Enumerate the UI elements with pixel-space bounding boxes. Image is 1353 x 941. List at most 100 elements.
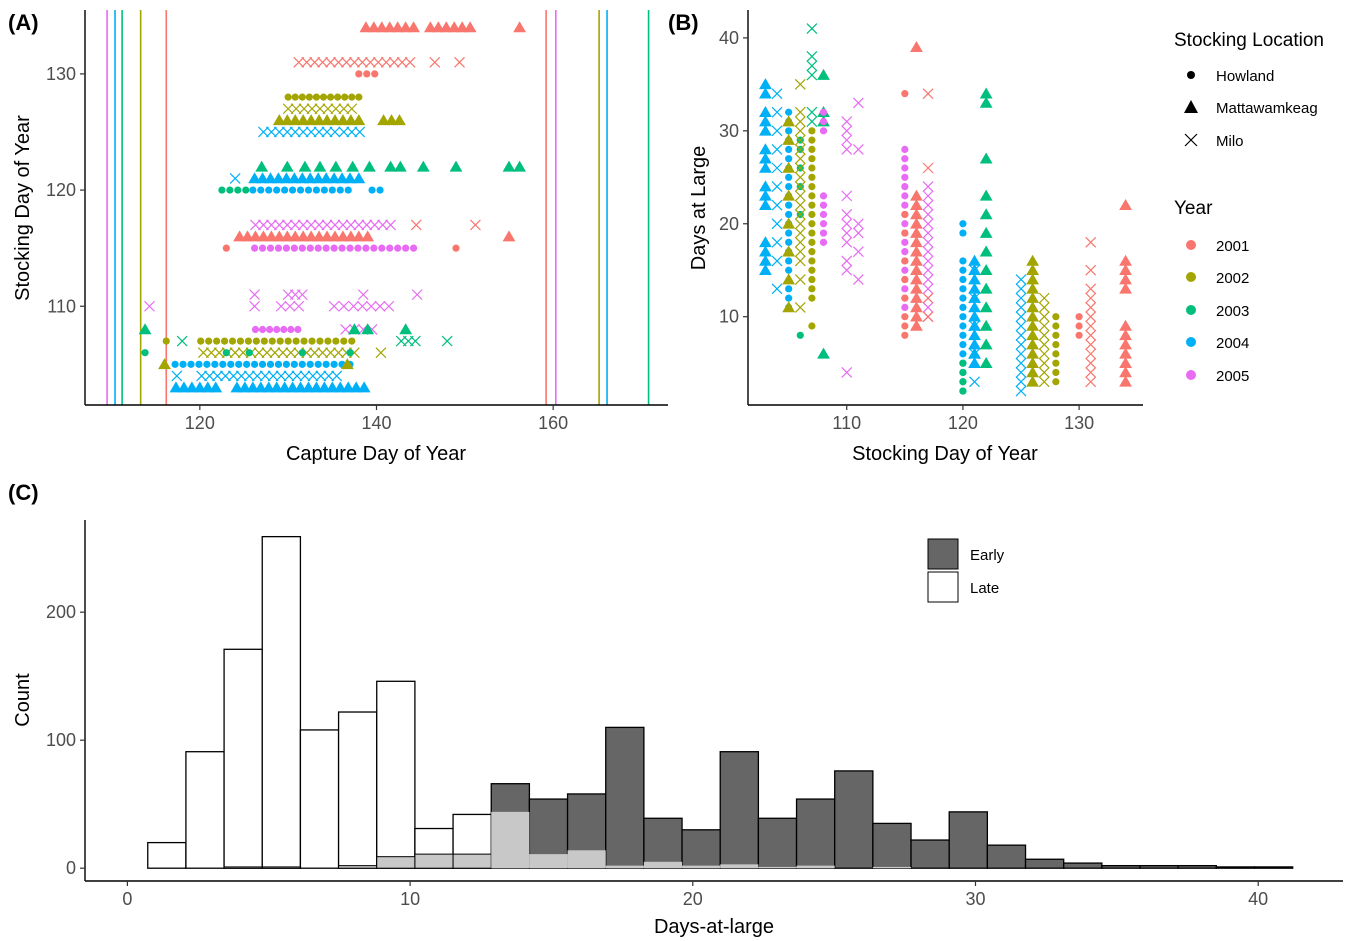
point-2005-howland [280, 325, 288, 334]
point-2004-milo [273, 126, 285, 138]
point-2005-howland [901, 248, 909, 256]
point-2005-howland [901, 266, 909, 274]
point-2002-mattawamkeag [782, 189, 796, 201]
point-2004-milo [771, 125, 783, 137]
point-2005-milo [275, 300, 287, 312]
point-2003-mattawamkeag [384, 160, 398, 172]
point-2005-milo [841, 209, 853, 220]
legend-early-label: Early [970, 547, 1005, 564]
point-2002-milo [794, 171, 806, 183]
point-2005-howland [901, 155, 909, 163]
point-2004-milo [771, 88, 783, 100]
point-2004-howland [959, 303, 967, 312]
point-2005-milo [852, 274, 864, 285]
point-2002-milo [290, 103, 302, 115]
point-2001-howland [901, 331, 909, 339]
point-2001-milo [404, 56, 416, 68]
point-2004-howland [249, 186, 257, 194]
point-2005-milo [293, 300, 305, 312]
point-2005-howland [251, 244, 259, 252]
panel-c-x-tick-label: 20 [683, 889, 703, 909]
panel-c-x-tick-label: 10 [400, 889, 420, 909]
point-2002-howland [808, 220, 816, 228]
point-2001-milo [470, 219, 481, 231]
point-2005-howland [362, 244, 370, 252]
point-2002-howland [213, 337, 221, 345]
panel-b-ylabel: Days at Large [688, 146, 710, 271]
point-2002-milo [794, 125, 806, 137]
point-2002-howland [291, 93, 299, 101]
point-2002-mattawamkeag [782, 273, 796, 285]
legend-early-swatch [927, 538, 959, 570]
point-2002-howland [808, 192, 816, 200]
point-2002-howland [808, 182, 816, 191]
point-2005-milo [841, 218, 853, 230]
point-2001-mattawamkeag [1119, 366, 1132, 378]
point-2004-milo [258, 126, 269, 138]
point-2004-howland [219, 360, 227, 368]
point-2004-milo [281, 126, 293, 138]
point-2002-howland [1052, 322, 1060, 330]
point-2004-howland [785, 257, 793, 265]
point-2005-milo [852, 143, 864, 155]
point-2002-howland [268, 337, 276, 345]
point-2001-milo [922, 311, 934, 323]
point-2003-howland [218, 186, 226, 194]
point-2002-milo [1038, 357, 1050, 369]
point-2002-mattawamkeag [1026, 319, 1040, 331]
point-2005-milo [841, 190, 853, 202]
point-2004-milo [204, 370, 215, 382]
point-2004-milo [299, 370, 311, 382]
point-2003-howland [141, 349, 149, 357]
panel-b-y-tick-label: 20 [719, 214, 739, 234]
point-2005-milo [361, 219, 373, 231]
point-2004-howland [273, 186, 281, 194]
point-2003-milo [806, 60, 818, 72]
panel-b-axes: 110 120 130 10 20 30 40 [719, 10, 1143, 433]
point-2005-howland [901, 145, 909, 154]
panel-a-axes: 120 140 160 110 120 130 [46, 10, 668, 433]
point-2004-howland [785, 127, 793, 135]
point-2002-howland [1052, 378, 1060, 386]
point-2001-mattawamkeag [1119, 282, 1132, 294]
point-2005-milo [841, 367, 853, 378]
point-2002-howland [284, 337, 292, 345]
point-2002-mattawamkeag [1026, 282, 1040, 294]
point-2005-howland [819, 229, 828, 237]
point-2002-howland [808, 266, 816, 274]
point-2005-milo [852, 218, 864, 230]
point-2002-howland [319, 93, 328, 101]
point-2002-milo [338, 103, 350, 115]
point-2001-milo [1085, 301, 1097, 313]
point-2004-howland [304, 186, 313, 194]
point-2002-milo [794, 227, 806, 239]
legend-location-title: Stocking Location [1174, 30, 1324, 51]
point-2004-howland [959, 313, 967, 321]
histogram-bar-early [1063, 862, 1103, 869]
point-2001-howland [355, 70, 363, 78]
point-2001-mattawamkeag [910, 208, 923, 220]
point-2003-mattawamkeag [138, 323, 152, 335]
point-2005-milo [841, 134, 853, 146]
point-2004-milo [229, 173, 241, 184]
point-2005-milo [922, 301, 934, 313]
point-2002-milo [1038, 348, 1050, 360]
point-2004-howland [296, 186, 305, 194]
point-2002-milo [314, 103, 326, 115]
point-2003-milo [806, 69, 818, 81]
point-2002-howland [808, 285, 816, 293]
point-2004-howland [785, 145, 793, 154]
point-2002-howland [808, 155, 816, 163]
point-2004-milo [321, 126, 333, 138]
point-2002-howland [348, 337, 356, 345]
point-2002-mattawamkeag [1026, 356, 1040, 368]
point-2004-milo [771, 236, 783, 248]
point-2004-milo [212, 370, 223, 382]
panel-a-tag: (A) [8, 10, 39, 35]
point-2004-milo [1015, 301, 1027, 313]
point-2001-howland [1075, 322, 1083, 330]
panel-b-points [759, 23, 1132, 397]
point-2001-milo [1085, 376, 1097, 388]
point-2005-milo [383, 300, 395, 312]
point-2001-milo [293, 56, 305, 68]
